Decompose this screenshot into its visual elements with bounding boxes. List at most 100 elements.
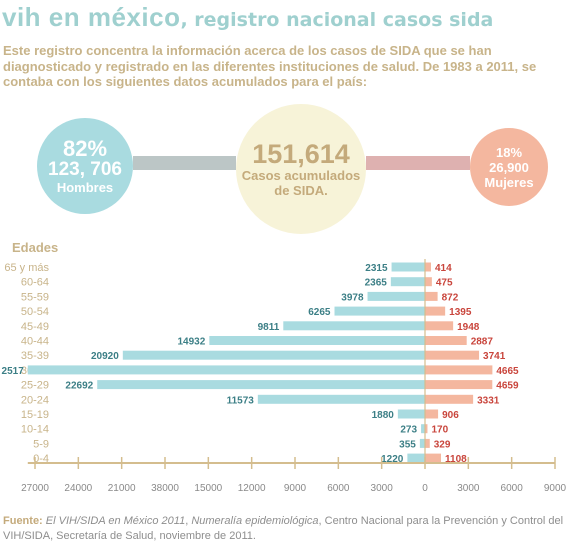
bar-women	[425, 321, 454, 331]
x-tick-label: 9000	[284, 483, 307, 494]
category-label: 10-14	[21, 424, 49, 436]
bar-women	[425, 306, 446, 316]
women-count: 26,900	[489, 159, 529, 175]
bar-men	[390, 277, 425, 287]
bar-women	[425, 336, 467, 345]
data-label-men: 22692	[65, 381, 93, 392]
bar-women	[425, 453, 442, 463]
category-label: 25-29	[21, 380, 49, 392]
intro-paragraph: Este registro concentra la información a…	[3, 43, 537, 89]
data-label-men: 273	[400, 425, 417, 436]
total-label-line2: de SIDA.	[274, 183, 328, 198]
x-tick-label: 27000	[21, 483, 49, 494]
women-summary-circle: 18% 26,900 Mujeres	[470, 128, 548, 206]
data-label-women: 414	[435, 263, 452, 274]
title-main: vih en méxico	[2, 2, 181, 32]
data-label-men: 2315	[365, 263, 388, 274]
total-label-line1: Casos acumulados	[241, 168, 361, 183]
category-label: 65 y más	[4, 262, 49, 274]
bar-men	[283, 321, 425, 331]
data-label-women: 3741	[483, 351, 506, 362]
source-rest: , Centro Nacional para la Prevención y C…	[3, 515, 564, 542]
women-connector	[366, 156, 470, 170]
bar-men	[122, 350, 426, 360]
category-label: 20-24	[21, 394, 49, 406]
data-label-women: 475	[436, 278, 453, 289]
x-tick-label: 24000	[64, 483, 92, 494]
source-title: El VIH/SIDA en México 2011	[45, 515, 186, 527]
data-label-women: 906	[442, 410, 459, 421]
bar-men	[334, 306, 425, 316]
bar-women	[425, 438, 430, 448]
data-label-women: 1948	[457, 322, 480, 333]
x-tick-label: 6000	[501, 483, 524, 494]
data-label-women: 4659	[496, 381, 519, 392]
data-label-women: 329	[434, 439, 451, 450]
data-label-men: 1220	[381, 454, 404, 465]
total-count: 151,614	[252, 139, 350, 169]
x-tick-label: 3000	[371, 483, 394, 494]
category-label: 35-39	[21, 350, 49, 362]
x-tick-label: 0	[422, 483, 428, 494]
data-label-women: 1108	[445, 454, 467, 465]
data-label-men: 2365	[365, 278, 388, 289]
women-label: Mujeres	[484, 174, 534, 190]
x-tick-label: 21000	[108, 483, 136, 494]
bar-men	[367, 291, 425, 301]
x-tick-label: 6000	[327, 483, 350, 494]
category-label: 40-44	[21, 336, 49, 348]
bar-men	[257, 394, 425, 404]
data-label-men: 11573	[227, 395, 255, 406]
men-percent: 82%	[62, 135, 108, 161]
bar-women	[425, 380, 493, 390]
data-label-women: 1395	[449, 307, 472, 318]
bar-women	[425, 277, 432, 287]
bar-women	[425, 291, 438, 301]
data-label-women: 2887	[471, 337, 494, 348]
men-summary-circle: 82% 123, 706 Hombres	[37, 118, 133, 214]
data-label-men: 355	[399, 439, 416, 450]
bar-men	[419, 438, 425, 448]
x-tick-label: 3000	[457, 483, 480, 494]
category-label: 15-19	[21, 409, 49, 421]
women-percent: 18%	[495, 144, 523, 160]
category-label: 50-54	[21, 306, 49, 318]
bar-men	[421, 424, 425, 434]
bar-women	[425, 409, 439, 419]
bar-men	[27, 365, 426, 375]
x-tick-label: 12000	[238, 483, 266, 494]
x-tick-label: 38000	[151, 483, 179, 494]
y-axis-title: Edades	[12, 240, 58, 255]
bar-women	[425, 262, 431, 272]
category-label: 45-49	[21, 321, 49, 333]
x-tick-label: 15000	[194, 483, 222, 494]
bar-women	[425, 424, 428, 434]
bar-men	[407, 453, 425, 463]
men-count: 123, 706	[48, 158, 122, 180]
data-label-men: 1880	[372, 410, 395, 421]
men-connector	[133, 156, 236, 170]
category-label: 60-64	[21, 277, 49, 289]
source-footnote: Fuente: El VIH/SIDA en México 2011, Nume…	[3, 514, 575, 544]
source-subtitle: Numeralía epidemiológica	[191, 515, 319, 527]
total-summary-circle: 151,614 Casos acumulados de SIDA.	[236, 104, 366, 234]
data-label-women: 170	[431, 425, 448, 436]
source-separator: ,	[185, 515, 192, 527]
data-label-women: 872	[442, 292, 459, 303]
data-label-men: 20920	[91, 351, 119, 362]
bar-men	[397, 409, 425, 419]
data-label-men: 14932	[178, 337, 206, 348]
data-label-men: 2517	[2, 366, 25, 377]
title-subtitle: , registro nacional casos sida	[180, 9, 494, 31]
page-title: vih en méxico, registro nacional casos s…	[2, 2, 493, 33]
men-label: Hombres	[56, 179, 114, 195]
category-label: 5-9	[33, 438, 49, 450]
bar-women	[425, 365, 493, 375]
bar-men	[209, 336, 425, 345]
data-label-women: 3331	[477, 395, 500, 406]
x-tick-label: 9000	[544, 483, 567, 494]
source-label: Fuente:	[3, 515, 43, 527]
bar-women	[425, 394, 474, 404]
data-label-women: 4665	[496, 366, 519, 377]
bar-men	[391, 262, 425, 272]
